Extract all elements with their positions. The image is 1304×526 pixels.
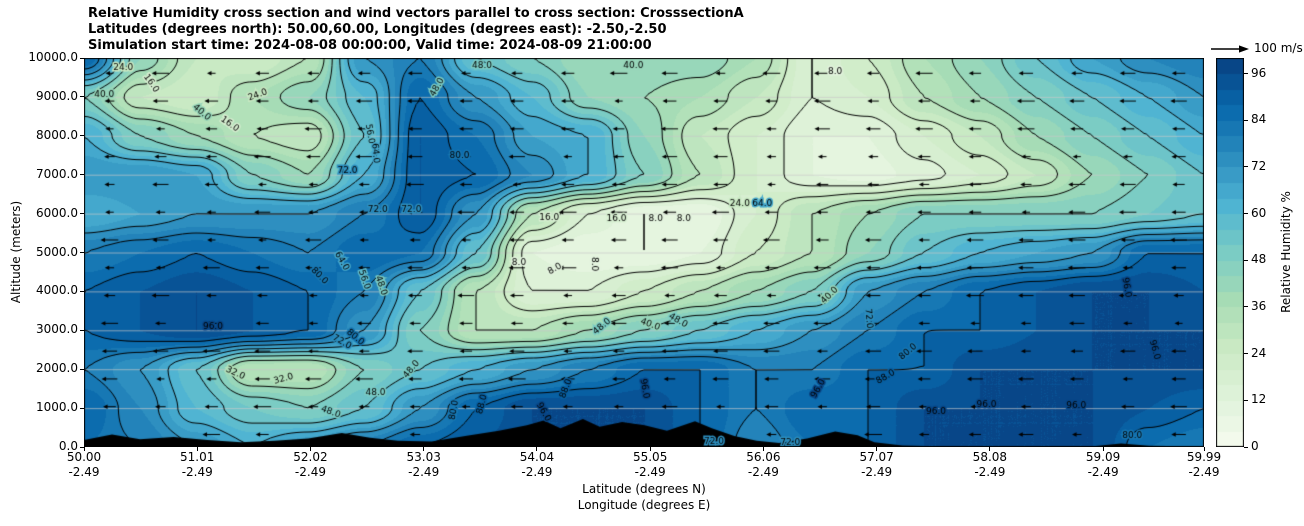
y-axis-label: Altitude (meters) [9, 200, 23, 304]
colorbar-tick-mark [1244, 353, 1248, 355]
x-tick-longitude: -2.49 [861, 465, 893, 479]
y-tick-mark [80, 368, 84, 370]
quiver-key-label: 100 m/s [1254, 41, 1303, 55]
x-tick-mark [1102, 447, 1104, 451]
y-tick-label: 3000.0 [36, 322, 78, 337]
x-tick-longitude: -2.49 [634, 465, 666, 479]
colorbar-tick-mark [1244, 259, 1248, 261]
x-tick-mark [536, 447, 538, 451]
y-tick-label: 1000.0 [36, 400, 78, 415]
y-tick-label: 2000.0 [36, 361, 78, 376]
x-tick-mark [762, 447, 764, 451]
y-tick-label: 8000.0 [36, 127, 78, 142]
chart-title: Relative Humidity cross section and wind… [88, 6, 744, 21]
x-axis-label-longitude: Longitude (degrees E) [577, 498, 711, 512]
y-tick-mark [80, 290, 84, 292]
colorbar-tick-mark [1244, 73, 1248, 75]
chart-subtitle-times: Simulation start time: 2024-08-08 00:00:… [88, 38, 652, 53]
cross-section-plot-canvas [84, 58, 1204, 447]
colorbar-label: Relative Humidity % [1279, 191, 1293, 313]
x-tick-longitude: -2.49 [747, 465, 779, 479]
y-tick-mark [80, 96, 84, 98]
x-tick-longitude: -2.49 [68, 465, 100, 479]
colorbar-tick-label: 24 [1251, 345, 1267, 360]
y-tick-label: 4000.0 [36, 283, 78, 298]
colorbar-tick-label: 48 [1251, 252, 1267, 267]
x-tick-longitude: -2.49 [1188, 465, 1220, 479]
y-tick-mark [80, 135, 84, 137]
x-tick-longitude: -2.49 [521, 465, 553, 479]
colorbar-tick-label: 84 [1251, 112, 1267, 127]
x-tick-latitude: 57.07 [859, 450, 894, 464]
x-tick-latitude: 51.01 [180, 450, 215, 464]
colorbar-tick-mark [1244, 446, 1248, 448]
x-tick-longitude: -2.49 [974, 465, 1006, 479]
y-tick-mark [80, 407, 84, 409]
colorbar-tick-mark [1244, 399, 1248, 401]
colorbar-tick-mark [1244, 119, 1248, 121]
y-tick-label: 9000.0 [36, 88, 78, 103]
colorbar-tick-label: 60 [1251, 205, 1267, 220]
y-tick-mark [80, 446, 84, 448]
y-tick-label: 5000.0 [36, 244, 78, 259]
colorbar-tick-mark [1244, 306, 1248, 308]
x-tick-mark [423, 447, 425, 451]
x-tick-mark [83, 447, 85, 451]
x-tick-mark [649, 447, 651, 451]
x-tick-mark [989, 447, 991, 451]
y-tick-mark [80, 329, 84, 331]
x-tick-longitude: -2.49 [294, 465, 326, 479]
x-tick-latitude: 58.08 [972, 450, 1008, 464]
x-axis-label-latitude: Latitude (degrees N) [582, 482, 706, 496]
y-tick-mark [80, 252, 84, 253]
y-tick-label: 7000.0 [36, 166, 78, 181]
colorbar [1216, 58, 1244, 447]
x-tick-latitude: 55.05 [632, 450, 668, 464]
quiver-key [1210, 40, 1250, 59]
x-tick-latitude: 50.00 [66, 450, 102, 464]
x-tick-mark [309, 447, 311, 451]
x-tick-latitude: 54.04 [519, 450, 555, 464]
x-tick-mark [1203, 447, 1205, 451]
y-tick-label: 6000.0 [36, 205, 78, 220]
y-tick-label: 0.0 [58, 439, 78, 453]
y-tick-mark [80, 174, 84, 176]
x-tick-latitude: 53.03 [406, 450, 441, 464]
x-tick-latitude: 59.09 [1085, 450, 1121, 464]
colorbar-tick-label: 96 [1251, 65, 1267, 80]
colorbar-tick-mark [1244, 166, 1248, 168]
x-tick-longitude: -2.49 [408, 465, 440, 479]
x-tick-longitude: -2.49 [1087, 465, 1119, 479]
chart-subtitle-coordinates: Latitudes (degrees north): 50.00,60.00, … [88, 22, 667, 37]
colorbar-tick-label: 36 [1251, 298, 1267, 313]
colorbar-tick-label: 72 [1251, 158, 1267, 173]
x-tick-latitude: 56.06 [746, 450, 781, 464]
quiver-key-arrow-icon [1211, 45, 1249, 53]
x-tick-latitude: 52.02 [293, 450, 328, 464]
colorbar-tick-label: 0 [1251, 439, 1259, 453]
x-tick-longitude: -2.49 [181, 465, 213, 479]
y-tick-mark [80, 57, 84, 59]
x-tick-latitude: 59.99 [1186, 450, 1222, 464]
x-tick-mark [196, 447, 198, 451]
colorbar-tick-mark [1244, 213, 1248, 215]
colorbar-tick-label: 12 [1251, 392, 1267, 407]
y-tick-label: 10000.0 [28, 50, 78, 64]
x-tick-mark [876, 447, 878, 451]
y-tick-mark [80, 213, 84, 215]
